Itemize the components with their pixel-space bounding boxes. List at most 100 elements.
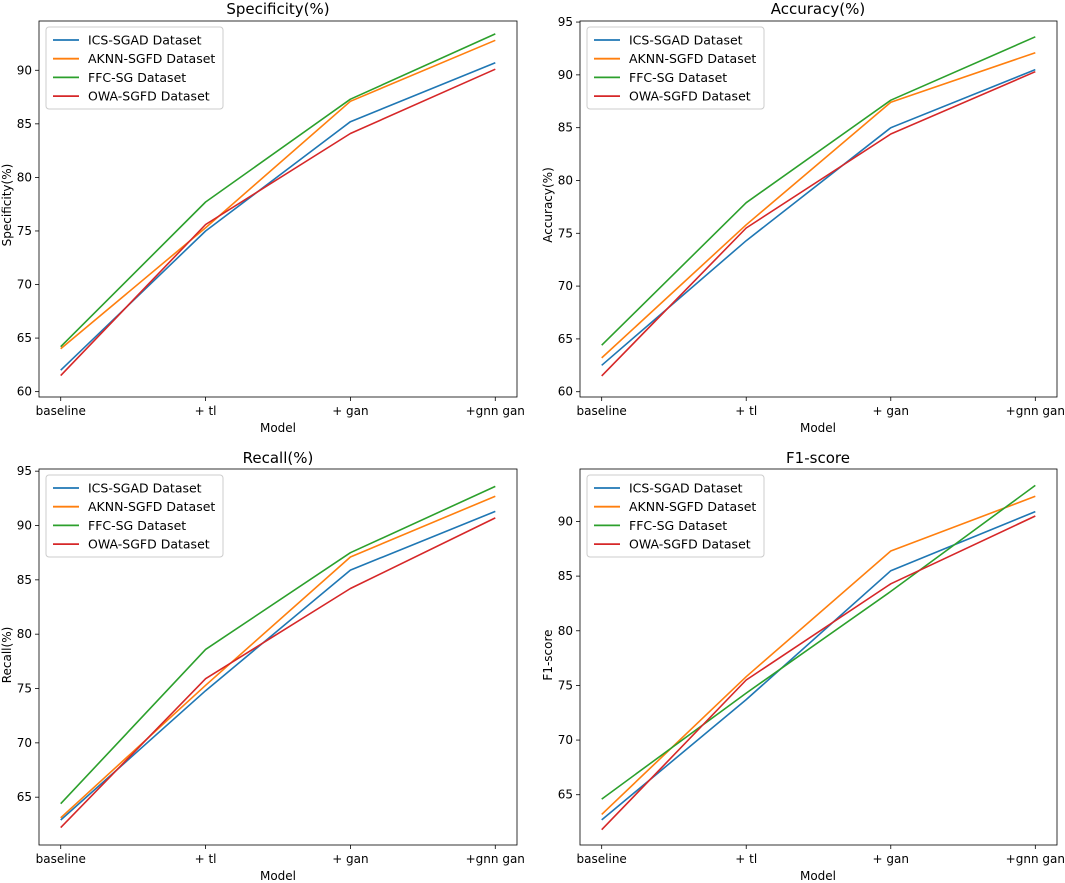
legend-label: OWA-SGFD Dataset: [88, 89, 210, 104]
subplot-recall: Recall(%) Recall(%) Model baseline + tl + …: [0, 449, 525, 883]
subplot-f1-score: F1-score F1-score Model baseline + tl + ga…: [541, 449, 1065, 883]
y-tick-label: 70: [558, 733, 573, 747]
y-tick-label: 95: [17, 464, 32, 478]
series-line-owa-sgfd-dataset: [60, 68, 496, 377]
series-line-owa-sgfd-dataset: [601, 70, 1036, 377]
legend-label: ICS-SGAD Dataset: [88, 481, 202, 496]
y-tick-label: 80: [17, 627, 32, 641]
y-tick-label: 90: [17, 519, 32, 533]
legend-label: ICS-SGAD Dataset: [629, 481, 743, 496]
legend-label: OWA-SGFD Dataset: [88, 537, 210, 552]
y-axis-label: F1-score: [541, 629, 555, 680]
series-line-ffc-sg-dataset: [60, 33, 496, 348]
y-tick-label: 75: [17, 682, 32, 696]
y-tick-label: 65: [17, 790, 32, 804]
chart-title: F1-score: [786, 449, 850, 467]
series-line-aknn-sgfd-dataset: [60, 495, 496, 819]
x-axis-label: Model: [800, 869, 836, 883]
series-line-ffc-sg-dataset: [601, 484, 1036, 800]
y-tick-label: 90: [17, 63, 32, 77]
x-tick-label: baseline: [36, 404, 86, 418]
legend-label: AKNN-SGFD Dataset: [88, 51, 215, 66]
legend: ICS-SGAD Dataset AKNN-SGFD Dataset FFC-SG …: [45, 26, 224, 110]
y-axis-label: Specificity(%): [0, 164, 14, 247]
y-tick-label: 85: [558, 121, 573, 135]
chart-title: Specificity(%): [226, 0, 329, 18]
y-tick-label: 85: [17, 573, 32, 587]
legend: ICS-SGAD Dataset AKNN-SGFD Dataset FFC-SG …: [586, 474, 765, 558]
y-tick-label: 65: [17, 331, 32, 345]
series-line-ffc-sg-dataset: [60, 485, 496, 805]
y-tick-label: 85: [17, 117, 32, 131]
x-tick-label: + gan: [873, 404, 909, 418]
y-tick-label: 80: [558, 173, 573, 187]
series-line-ffc-sg-dataset: [601, 36, 1036, 346]
x-tick-label: +gnn gan: [1006, 852, 1065, 866]
y-tick-label: 60: [558, 385, 573, 399]
series-line-owa-sgfd-dataset: [60, 517, 496, 829]
y-tick-label: 95: [558, 15, 573, 29]
y-tick-label: 80: [558, 624, 573, 638]
y-tick-label: 75: [558, 678, 573, 692]
y-tick-label: 80: [17, 170, 32, 184]
y-axis-label: Recall(%): [0, 627, 14, 684]
series-line-ics-sgad-dataset: [601, 510, 1036, 821]
x-tick-label: baseline: [577, 852, 627, 866]
y-tick-label: 65: [558, 788, 573, 802]
y-tick-label: 90: [558, 514, 573, 528]
legend-label: AKNN-SGFD Dataset: [88, 499, 215, 514]
legend-box: [586, 26, 765, 110]
x-tick-label: + tl: [735, 852, 757, 866]
plot-frame: [579, 20, 1058, 398]
x-tick-label: + gan: [332, 852, 368, 866]
y-tick-label: 70: [17, 736, 32, 750]
subplot-specificity: Specificity(%) Specificity(%) Model base…: [0, 0, 525, 435]
legend: ICS-SGAD Dataset AKNN-SGFD Dataset FFC-SG …: [586, 26, 765, 110]
legend-box: [45, 474, 224, 558]
y-axis-label: Accuracy(%): [541, 167, 555, 243]
legend-box: [586, 474, 765, 558]
legend-label: FFC-SG Dataset: [629, 70, 727, 85]
x-tick-label: + tl: [735, 404, 757, 418]
x-tick-label: +gnn gan: [466, 852, 525, 866]
chart-title: Accuracy(%): [771, 0, 865, 18]
plot-frame: [38, 20, 518, 398]
subplot-accuracy: Accuracy(%) Accuracy(%) Model baseline + …: [541, 0, 1065, 435]
x-axis-label: Model: [260, 421, 296, 435]
y-tick-label: 75: [17, 224, 32, 238]
legend-label: FFC-SG Dataset: [88, 70, 186, 85]
series-line-aknn-sgfd-dataset: [60, 39, 496, 350]
legend-label: OWA-SGFD Dataset: [629, 89, 751, 104]
series-line-aknn-sgfd-dataset: [601, 51, 1036, 359]
legend-label: FFC-SG Dataset: [88, 518, 186, 533]
x-tick-label: + tl: [195, 404, 217, 418]
y-tick-label: 60: [17, 385, 32, 399]
x-tick-label: + gan: [873, 852, 909, 866]
y-tick-label: 85: [558, 569, 573, 583]
legend-box: [45, 26, 224, 110]
x-tick-label: +gnn gan: [466, 404, 525, 418]
x-axis-label: Model: [260, 869, 296, 883]
y-tick-label: 70: [558, 279, 573, 293]
y-tick-label: 70: [17, 278, 32, 292]
plot-frame: [38, 468, 518, 846]
x-tick-label: +gnn gan: [1006, 404, 1065, 418]
legend-label: ICS-SGAD Dataset: [629, 33, 743, 48]
series-line-ics-sgad-dataset: [60, 510, 496, 821]
plot-frame: [579, 468, 1058, 846]
x-axis-label: Model: [800, 421, 836, 435]
chart-title: Recall(%): [243, 449, 314, 467]
x-tick-label: + tl: [195, 852, 217, 866]
legend-label: OWA-SGFD Dataset: [629, 537, 751, 552]
x-tick-label: + gan: [332, 404, 368, 418]
y-tick-label: 65: [558, 332, 573, 346]
legend-label: FFC-SG Dataset: [629, 518, 727, 533]
x-tick-label: baseline: [577, 404, 627, 418]
legend-label: ICS-SGAD Dataset: [88, 33, 202, 48]
y-tick-label: 75: [558, 226, 573, 240]
legend-label: AKNN-SGFD Dataset: [629, 51, 756, 66]
series-line-owa-sgfd-dataset: [601, 515, 1036, 831]
y-tick-label: 90: [558, 68, 573, 82]
legend: ICS-SGAD Dataset AKNN-SGFD Dataset FFC-SG …: [45, 474, 224, 558]
